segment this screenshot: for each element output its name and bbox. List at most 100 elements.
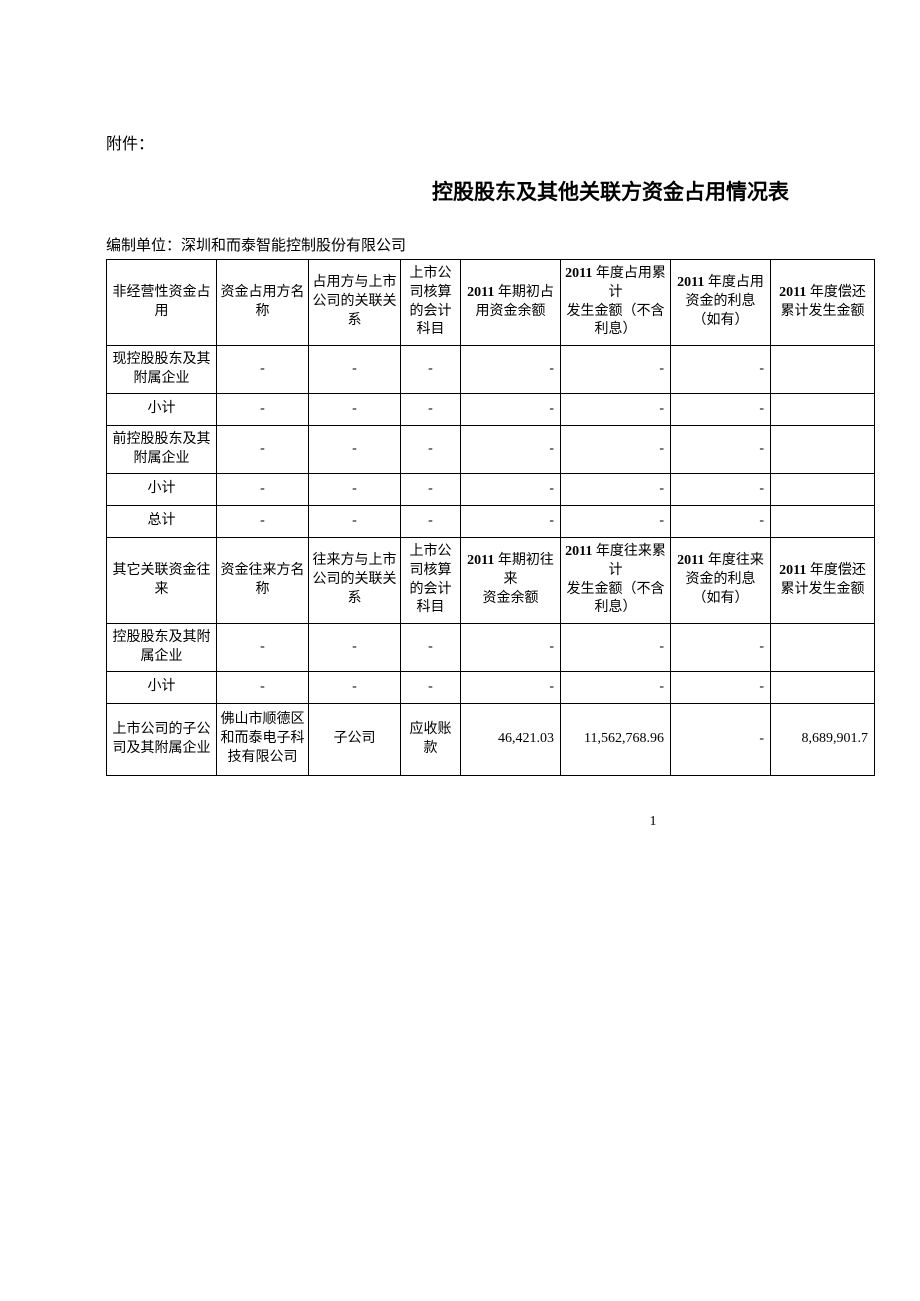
col-header: 2011 年度偿还累计发生金额 <box>771 260 875 346</box>
cell <box>771 672 875 704</box>
cell: - <box>461 394 561 426</box>
cell: - <box>309 672 401 704</box>
cell: - <box>461 506 561 538</box>
cell: - <box>309 426 401 474</box>
cell: - <box>309 624 401 672</box>
row-label: 上市公司的子公司及其附属企业 <box>107 704 217 776</box>
cell: - <box>671 346 771 394</box>
cell: - <box>217 506 309 538</box>
cell <box>771 394 875 426</box>
cell <box>771 426 875 474</box>
table-header-row: 其它关联资金往来 资金往来方名称 往来方与上市公司的关联关系 上市公司核算的会计… <box>107 538 875 624</box>
year-bold: 2011 <box>677 553 704 568</box>
cell: - <box>561 624 671 672</box>
cell: - <box>671 624 771 672</box>
cell: - <box>561 506 671 538</box>
cell: - <box>401 474 461 506</box>
cell: 应收账款 <box>401 704 461 776</box>
cell: - <box>671 474 771 506</box>
year-bold: 2011 <box>467 553 494 568</box>
table-header-row: 非经营性资金占用 资金占用方名称 占用方与上市公司的关联关系 上市公司核算的会计… <box>107 260 875 346</box>
cell: - <box>561 474 671 506</box>
cell: - <box>561 346 671 394</box>
cell <box>771 474 875 506</box>
row-label: 小计 <box>107 474 217 506</box>
table-row: 小计 - - - - - - <box>107 474 875 506</box>
table-row: 上市公司的子公司及其附属企业 佛山市顺德区和而泰电子科技有限公司 子公司 应收账… <box>107 704 875 776</box>
cell: - <box>217 672 309 704</box>
year-bold: 2011 <box>565 266 592 281</box>
cell: 子公司 <box>309 704 401 776</box>
cell: 46,421.03 <box>461 704 561 776</box>
year-bold: 2011 <box>565 544 592 559</box>
table-row: 小计 - - - - - - <box>107 394 875 426</box>
year-bold: 2011 <box>779 563 806 578</box>
cell: - <box>401 394 461 426</box>
table-row: 小计 - - - - - - <box>107 672 875 704</box>
org-prefix: 编制单位： <box>106 238 181 254</box>
header-text: 年期初往来 <box>494 553 554 587</box>
cell: - <box>217 624 309 672</box>
col-header: 资金占用方名称 <box>217 260 309 346</box>
cell: - <box>401 624 461 672</box>
table-row: 前控股股东及其附属企业 - - - - - - <box>107 426 875 474</box>
cell: - <box>461 346 561 394</box>
cell: 佛山市顺德区和而泰电子科技有限公司 <box>217 704 309 776</box>
col-header: 其它关联资金往来 <box>107 538 217 624</box>
page-title: 控股股东及其他关联方资金占用情况表 <box>106 176 920 206</box>
cell: - <box>309 346 401 394</box>
cell: - <box>217 394 309 426</box>
cell <box>771 506 875 538</box>
cell: - <box>309 474 401 506</box>
cell: - <box>401 426 461 474</box>
year-bold: 2011 <box>467 285 494 300</box>
year-bold: 2011 <box>779 285 806 300</box>
cell: - <box>561 672 671 704</box>
cell: - <box>671 426 771 474</box>
col-header: 2011 年度往来累计发生金额（不含利息） <box>561 538 671 624</box>
cell: - <box>401 672 461 704</box>
cell: 11,562,768.96 <box>561 704 671 776</box>
row-label: 小计 <box>107 672 217 704</box>
cell: - <box>461 426 561 474</box>
header-text: 发生金额（不含利息） <box>567 304 665 338</box>
row-label: 总计 <box>107 506 217 538</box>
cell: - <box>561 426 671 474</box>
cell: - <box>217 426 309 474</box>
cell: - <box>401 506 461 538</box>
cell <box>771 624 875 672</box>
cell: - <box>217 346 309 394</box>
attachment-label: 附件： <box>106 130 920 154</box>
col-header: 占用方与上市公司的关联关系 <box>309 260 401 346</box>
col-header: 往来方与上市公司的关联关系 <box>309 538 401 624</box>
table-row: 控股股东及其附属企业 - - - - - - <box>107 624 875 672</box>
cell: - <box>671 704 771 776</box>
cell: - <box>461 624 561 672</box>
col-header: 2011 年期初往来资金余额 <box>461 538 561 624</box>
header-text: 资金余额 <box>483 591 539 606</box>
table-row: 总计 - - - - - - <box>107 506 875 538</box>
cell: - <box>561 394 671 426</box>
row-label: 前控股股东及其附属企业 <box>107 426 217 474</box>
page: 附件： 控股股东及其他关联方资金占用情况表 编制单位：深圳和而泰智能控制股份有限… <box>0 0 920 830</box>
cell: 8,689,901.7 <box>771 704 875 776</box>
table-row: 现控股股东及其附属企业 - - - - - - <box>107 346 875 394</box>
col-header: 2011 年期初占用资金余额 <box>461 260 561 346</box>
cell <box>771 346 875 394</box>
col-header: 上市公司核算的会计科目 <box>401 538 461 624</box>
col-header: 上市公司核算的会计科目 <box>401 260 461 346</box>
col-header: 2011 年度占用资金的利息（如有） <box>671 260 771 346</box>
col-header: 非经营性资金占用 <box>107 260 217 346</box>
org-label: 编制单位：深圳和而泰智能控制股份有限公司 <box>106 234 920 255</box>
cell: - <box>461 474 561 506</box>
header-text: 年度往来累计 <box>592 544 666 578</box>
header-text: 年度占用累计 <box>592 266 666 300</box>
year-bold: 2011 <box>677 275 704 290</box>
cell: - <box>401 346 461 394</box>
header-text: 发生金额（不含利息） <box>567 582 665 616</box>
row-label: 现控股股东及其附属企业 <box>107 346 217 394</box>
row-label: 控股股东及其附属企业 <box>107 624 217 672</box>
cell: - <box>461 672 561 704</box>
col-header: 2011 年度占用累计发生金额（不含利息） <box>561 260 671 346</box>
header-text: 资金的利息（如有） <box>686 294 756 328</box>
